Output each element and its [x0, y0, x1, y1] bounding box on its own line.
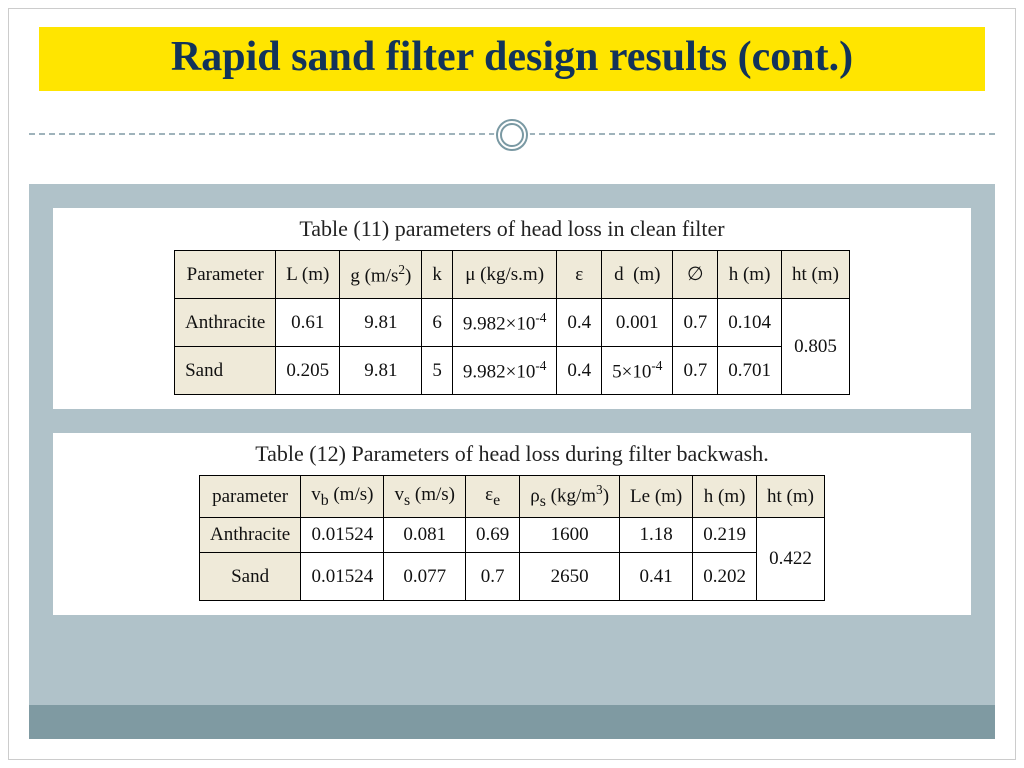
slide-frame: Rapid sand filter design results (cont.)…	[8, 8, 1016, 760]
col-h: h (m)	[693, 476, 757, 518]
row-label: Anthracite	[175, 299, 276, 347]
col-ht: ht (m)	[757, 476, 825, 518]
row-label: Sand	[200, 553, 301, 601]
col-L: L (m)	[276, 251, 340, 299]
col-ht: ht (m)	[781, 251, 849, 299]
table12: parameter vb (m/s) vs (m/s) εe ρs (kg/m3…	[199, 475, 825, 601]
col-vs: vs (m/s)	[384, 476, 466, 518]
cell: 0.01524	[301, 518, 384, 553]
cell: 0.4	[557, 299, 602, 347]
cell: 0.219	[693, 518, 757, 553]
cell: 0.7	[466, 553, 520, 601]
divider-ring-icon	[494, 117, 530, 153]
cell: 9.982×10-4	[452, 299, 557, 347]
cell: 0.61	[276, 299, 340, 347]
table-header-row: parameter vb (m/s) vs (m/s) εe ρs (kg/m3…	[200, 476, 825, 518]
col-rho: ρs (kg/m3)	[520, 476, 620, 518]
col-parameter: Parameter	[175, 251, 276, 299]
cell: 0.41	[620, 553, 693, 601]
table-row: Sand 0.205 9.81 5 9.982×10-4 0.4 5×10-4 …	[175, 347, 850, 395]
cell: 5×10-4	[602, 347, 673, 395]
cell: 0.01524	[301, 553, 384, 601]
cell: 1.18	[620, 518, 693, 553]
col-vb: vb (m/s)	[301, 476, 384, 518]
slide-title: Rapid sand filter design results (cont.)	[47, 33, 977, 81]
cell: 5	[422, 347, 453, 395]
table-row: Anthracite 0.61 9.81 6 9.982×10-4 0.4 0.…	[175, 299, 850, 347]
table11-caption: Table (11) parameters of head loss in cl…	[69, 216, 955, 242]
cell: 0.7	[673, 347, 718, 395]
cell: 0.104	[718, 299, 782, 347]
cell: 0.69	[466, 518, 520, 553]
content-area: Table (11) parameters of head loss in cl…	[29, 184, 995, 739]
divider	[9, 117, 1015, 151]
col-h: h (m)	[718, 251, 782, 299]
col-parameter: parameter	[200, 476, 301, 518]
cell: 0.202	[693, 553, 757, 601]
cell-ht: 0.422	[757, 518, 825, 601]
table-header-row: Parameter L (m) g (m/s2) k μ (kg/s.m) ε …	[175, 251, 850, 299]
cell: 0.205	[276, 347, 340, 395]
cell: 1600	[520, 518, 620, 553]
table-row: Anthracite 0.01524 0.081 0.69 1600 1.18 …	[200, 518, 825, 553]
table11: Parameter L (m) g (m/s2) k μ (kg/s.m) ε …	[174, 250, 850, 395]
cell: 0.081	[384, 518, 466, 553]
cell: 0.001	[602, 299, 673, 347]
col-ee: εe	[466, 476, 520, 518]
col-Le: Le (m)	[620, 476, 693, 518]
table12-caption: Table (12) Parameters of head loss durin…	[69, 441, 955, 467]
cell: 0.701	[718, 347, 782, 395]
col-k: k	[422, 251, 453, 299]
cell: 0.4	[557, 347, 602, 395]
cell-ht: 0.805	[781, 299, 849, 395]
title-bar: Rapid sand filter design results (cont.)	[39, 27, 985, 91]
col-g: g (m/s2)	[340, 251, 422, 299]
cell: 9.982×10-4	[452, 347, 557, 395]
col-mu: μ (kg/s.m)	[452, 251, 557, 299]
table11-panel: Table (11) parameters of head loss in cl…	[53, 208, 971, 409]
footer-strip	[29, 705, 995, 739]
cell: 0.7	[673, 299, 718, 347]
row-label: Sand	[175, 347, 276, 395]
col-eps: ε	[557, 251, 602, 299]
cell: 9.81	[340, 299, 422, 347]
cell: 9.81	[340, 347, 422, 395]
table12-panel: Table (12) Parameters of head loss durin…	[53, 433, 971, 615]
cell: 0.077	[384, 553, 466, 601]
row-label: Anthracite	[200, 518, 301, 553]
col-d: d (m)	[602, 251, 673, 299]
col-phi: ∅	[673, 251, 718, 299]
cell: 2650	[520, 553, 620, 601]
table-row: Sand 0.01524 0.077 0.7 2650 0.41 0.202	[200, 553, 825, 601]
cell: 6	[422, 299, 453, 347]
